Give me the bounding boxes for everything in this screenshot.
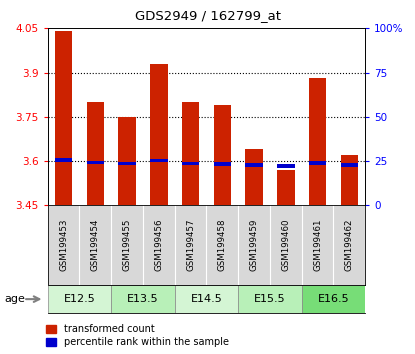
Bar	[245, 149, 263, 205]
Bar	[150, 159, 168, 162]
Text: GSM199456: GSM199456	[154, 219, 164, 272]
Bar	[245, 163, 263, 167]
Text: GSM199454: GSM199454	[91, 219, 100, 272]
Bar	[277, 165, 295, 168]
Text: GSM199457: GSM199457	[186, 219, 195, 272]
Bar	[182, 161, 199, 165]
Text: E15.5: E15.5	[254, 294, 286, 304]
Bar	[309, 79, 326, 205]
Bar	[118, 117, 136, 205]
Bar	[150, 64, 168, 205]
Bar	[214, 105, 231, 205]
Bar	[55, 31, 72, 205]
Bar	[87, 161, 104, 165]
Text: E12.5: E12.5	[63, 294, 95, 304]
Bar	[175, 285, 238, 313]
Text: E13.5: E13.5	[127, 294, 159, 304]
Bar	[309, 161, 326, 165]
Text: GSM199455: GSM199455	[122, 219, 132, 272]
Bar	[118, 161, 136, 165]
Text: E16.5: E16.5	[317, 294, 349, 304]
Text: GSM199462: GSM199462	[345, 219, 354, 272]
Text: E14.5: E14.5	[190, 294, 222, 304]
Bar	[48, 285, 111, 313]
Text: GDS2949 / 162799_at: GDS2949 / 162799_at	[134, 9, 281, 22]
Text: GSM199461: GSM199461	[313, 219, 322, 272]
Bar	[302, 285, 365, 313]
Bar	[55, 158, 72, 161]
Legend: transformed count, percentile rank within the sample: transformed count, percentile rank withi…	[46, 325, 229, 347]
Bar	[87, 102, 104, 205]
Bar	[214, 162, 231, 166]
Bar	[341, 155, 358, 205]
Text: GSM199453: GSM199453	[59, 219, 68, 272]
Bar	[111, 285, 175, 313]
Bar	[277, 170, 295, 205]
Text: GSM199460: GSM199460	[281, 219, 290, 272]
Bar	[341, 163, 358, 167]
Text: GSM199459: GSM199459	[249, 219, 259, 271]
Text: age: age	[4, 294, 25, 304]
Bar	[182, 102, 199, 205]
Text: GSM199458: GSM199458	[218, 219, 227, 272]
Bar	[238, 285, 302, 313]
